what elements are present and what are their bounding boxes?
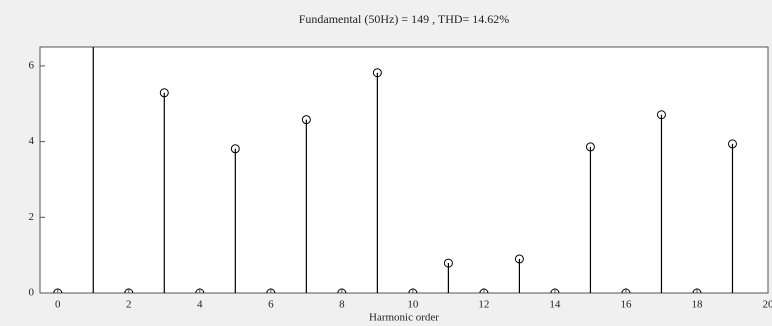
x-tick-label: 18 <box>691 299 703 311</box>
x-tick-label: 4 <box>197 299 203 311</box>
x-tick-label: 14 <box>549 299 561 311</box>
stem-marker <box>159 88 169 98</box>
x-axis-label: Harmonic order <box>369 312 439 324</box>
x-tick-label: 16 <box>620 299 632 311</box>
x-tick-label: 12 <box>478 299 489 311</box>
stem-marker <box>372 68 382 78</box>
plot-area <box>39 46 769 294</box>
stem-marker <box>656 110 666 120</box>
x-tick-label: 10 <box>407 299 419 311</box>
stem-marker <box>585 142 595 152</box>
chart-title: Fundamental (50Hz) = 149 , THD= 14.62% <box>299 12 510 26</box>
stem-marker <box>514 254 524 264</box>
stem-marker <box>301 115 311 125</box>
x-tick-label: 6 <box>268 299 274 311</box>
x-tick-label: 2 <box>126 299 132 311</box>
stem-marker <box>727 139 737 149</box>
x-tick-label: 8 <box>339 299 345 311</box>
stem-marker <box>443 258 453 268</box>
y-tick-label: 2 <box>29 211 35 223</box>
x-tick-label: 20 <box>763 299 772 311</box>
y-tick-label: 0 <box>29 287 35 299</box>
x-tick-label: 0 <box>55 299 61 311</box>
stem-marker <box>230 144 240 154</box>
y-tick-label: 4 <box>29 135 35 147</box>
y-tick-label: 6 <box>29 59 35 71</box>
